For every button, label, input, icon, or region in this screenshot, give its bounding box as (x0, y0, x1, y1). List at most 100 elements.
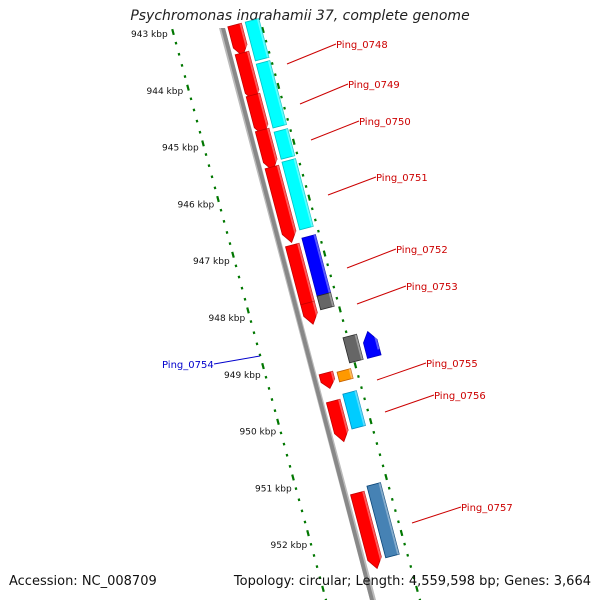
kbp-tick (341, 319, 345, 323)
cds-arrow-shape (350, 490, 382, 570)
kbp-tick (288, 464, 292, 468)
kbp-tick (291, 474, 295, 481)
gene-bar-highlight (328, 292, 335, 307)
gene-bar (316, 292, 335, 311)
kbp-tick (399, 529, 404, 537)
cds-arrow-highlight (239, 23, 248, 49)
cds-arrow-shape (325, 398, 349, 443)
kbp-tick (261, 362, 265, 370)
kbp-tick (195, 119, 199, 123)
kbp-tick (307, 194, 312, 201)
kbp-tick (329, 274, 333, 278)
gene-arrow-reverse-shape (363, 330, 382, 359)
kbp-tick (397, 520, 400, 524)
kbp-tick (332, 285, 336, 289)
kbp-tick (315, 565, 319, 569)
kbp-label: 951 kbp (255, 484, 292, 494)
label-leader (384, 394, 435, 413)
kbp-tick (231, 251, 235, 258)
kbp-tick (295, 151, 299, 155)
kbp-tick (317, 229, 320, 233)
cds-arrow-highlight (312, 301, 319, 318)
kbp-tick (189, 97, 193, 101)
kbp-tick (222, 219, 226, 223)
gene-bar (342, 390, 366, 430)
kbp-tick (171, 28, 175, 36)
kbp-tick (321, 585, 325, 593)
cds-arrow (350, 490, 383, 570)
kbp-tick (326, 263, 330, 267)
gene-arrow-reverse-highlight (372, 329, 380, 350)
kbp-tick (372, 430, 376, 434)
kbp-tick (338, 306, 342, 313)
gene-bar-highlight (354, 390, 366, 426)
label-leader (213, 355, 261, 365)
kbp-tick (246, 307, 250, 314)
kbp-ticks-outer (261, 26, 422, 600)
gene-label: Ping_0757 (461, 503, 513, 514)
kbp-tick (240, 286, 244, 290)
gene-bar-shape (273, 128, 296, 160)
gene-bar (273, 128, 296, 160)
kbp-tick (180, 63, 184, 67)
kbp-tick (363, 397, 366, 401)
cds-arrow (227, 22, 248, 57)
kbp-tick (390, 497, 394, 501)
kbp-tick (264, 375, 268, 379)
kbp-tick (174, 41, 178, 45)
cds-arrow-highlight (297, 243, 316, 306)
kbp-tick (276, 418, 280, 425)
cds-arrow-highlight (276, 165, 297, 236)
kbp-tick (387, 486, 391, 490)
kbp-ticks-inner (171, 28, 328, 600)
genome-summary-label: Topology: circular; Length: 4,559,598 bp… (233, 574, 591, 589)
gene-label: Ping_0749 (348, 80, 400, 91)
kbp-tick (264, 39, 268, 43)
cds-arrow (318, 370, 336, 390)
kbp-tick (357, 374, 360, 378)
kbp-tick (273, 73, 277, 77)
kbp-tick (207, 164, 211, 168)
kbp-tick (276, 82, 281, 90)
kbp-tick (261, 26, 265, 34)
kbp-tick (306, 529, 310, 537)
cds-arrow-highlight (338, 399, 350, 435)
gene-bar-highlight (313, 234, 331, 294)
cds-arrow-shape (227, 22, 248, 57)
gene-label: Ping_0754 (162, 360, 214, 371)
kbp-label: 946 kbp (178, 200, 215, 210)
gene-bar-shape (366, 482, 400, 559)
kbp-tick (310, 207, 314, 211)
kbp-tick (381, 464, 385, 468)
kbp-tick (213, 186, 217, 190)
kbp-tick (192, 108, 196, 112)
kbp-tick (267, 50, 271, 54)
kbp-label: 948 kbp (209, 314, 246, 324)
kbp-tick (252, 331, 256, 335)
gene-bar-shape (255, 60, 288, 129)
kbp-tick (289, 129, 293, 133)
kbp-tick (283, 106, 286, 110)
accession-label: Accession: NC_008709 (9, 574, 157, 589)
kbp-tick (186, 84, 190, 91)
backbone (221, 28, 374, 600)
cds-arrow-highlight (266, 128, 279, 164)
kbp-tick (249, 320, 253, 324)
kbp-tick (280, 95, 283, 99)
gene-label: Ping_0753 (406, 282, 458, 293)
kbp-tick (270, 62, 274, 66)
kbp-tick (300, 509, 304, 513)
kbp-tick (279, 431, 283, 435)
gene-bar (244, 18, 270, 62)
gene-bar (255, 60, 288, 129)
kbp-tick (255, 342, 259, 346)
label-leader (286, 43, 337, 65)
cds-arrow-shape (264, 164, 297, 244)
kbp-tick (418, 598, 422, 600)
kbp-tick (198, 130, 202, 134)
gene-label: Ping_0751 (376, 173, 428, 184)
gene-bar-shape (336, 368, 354, 383)
kbp-tick (270, 398, 274, 402)
cds-arrow (245, 92, 269, 137)
kbp-tick (360, 386, 363, 390)
